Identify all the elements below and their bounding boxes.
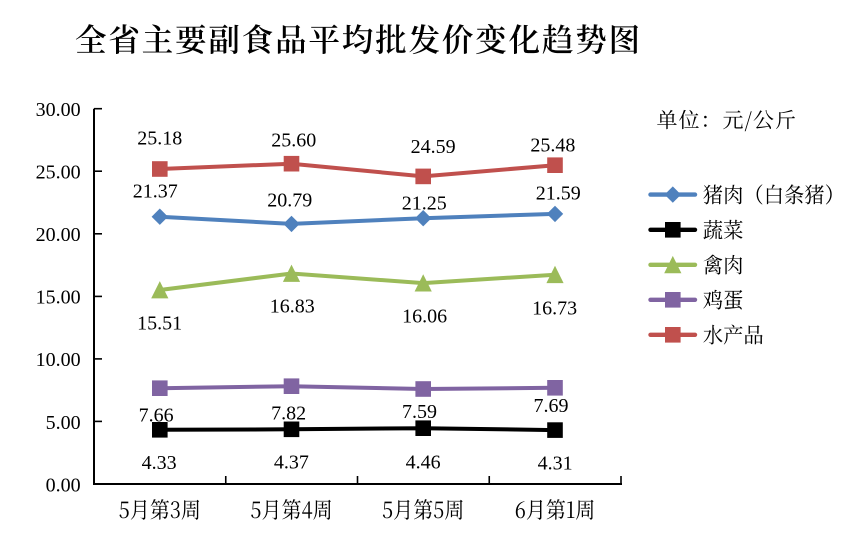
svg-text:4.31: 4.31 bbox=[538, 452, 573, 474]
svg-text:10.00: 10.00 bbox=[36, 349, 81, 371]
svg-text:21.25: 21.25 bbox=[402, 192, 447, 214]
svg-text:21.59: 21.59 bbox=[536, 183, 581, 205]
svg-text:0.00: 0.00 bbox=[46, 474, 81, 496]
svg-text:7.59: 7.59 bbox=[402, 401, 437, 423]
svg-text:20.00: 20.00 bbox=[36, 224, 81, 246]
svg-text:16.06: 16.06 bbox=[402, 306, 447, 328]
svg-text:20.79: 20.79 bbox=[267, 190, 312, 212]
svg-text:5.00: 5.00 bbox=[46, 412, 81, 434]
svg-text:25.60: 25.60 bbox=[271, 130, 316, 152]
svg-text:16.73: 16.73 bbox=[532, 298, 577, 320]
svg-text:30.00: 30.00 bbox=[36, 99, 81, 121]
svg-text:7.69: 7.69 bbox=[534, 395, 569, 417]
svg-text:4.37: 4.37 bbox=[274, 452, 309, 474]
svg-text:25.00: 25.00 bbox=[36, 162, 81, 184]
svg-text:7.66: 7.66 bbox=[139, 404, 174, 426]
svg-text:4.33: 4.33 bbox=[142, 452, 177, 474]
svg-text:25.48: 25.48 bbox=[530, 134, 575, 156]
svg-text:21.37: 21.37 bbox=[133, 180, 178, 202]
svg-text:7.82: 7.82 bbox=[271, 402, 306, 424]
svg-text:16.83: 16.83 bbox=[270, 296, 315, 318]
svg-text:4.46: 4.46 bbox=[406, 452, 441, 474]
svg-text:24.59: 24.59 bbox=[411, 136, 456, 158]
svg-text:15.00: 15.00 bbox=[36, 287, 81, 309]
svg-text:25.18: 25.18 bbox=[137, 127, 182, 149]
svg-text:15.51: 15.51 bbox=[137, 313, 182, 335]
